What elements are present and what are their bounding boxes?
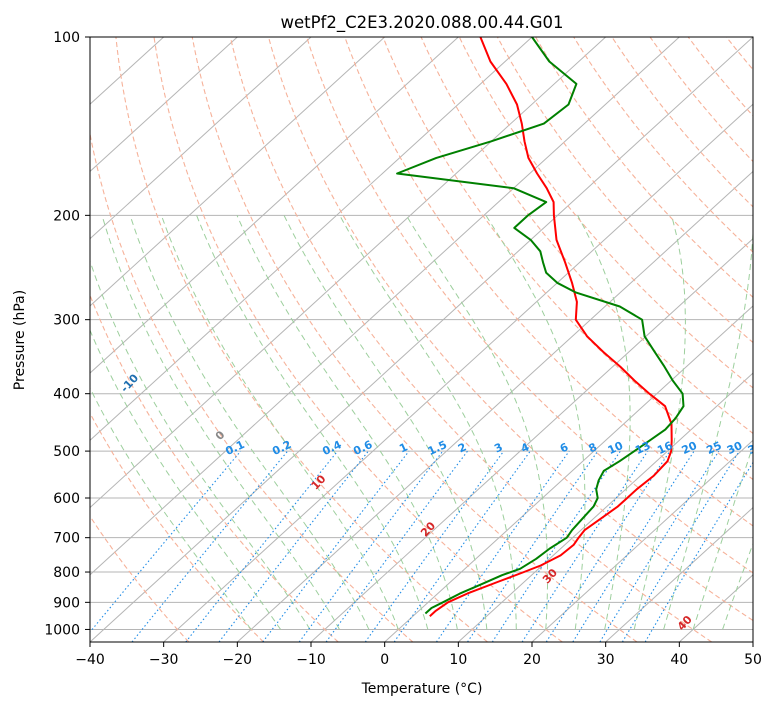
x-tick-label: 20 <box>523 652 541 668</box>
y-axis-label: Pressure (hPa) <box>12 290 28 390</box>
y-tick-label: 100 <box>53 30 80 46</box>
y-tick-label: 700 <box>53 531 80 547</box>
y-tick-label: 400 <box>53 387 80 403</box>
x-tick-label: 0 <box>380 652 389 668</box>
x-tick-label: 50 <box>744 652 762 668</box>
y-tick-label: 800 <box>53 565 80 581</box>
x-axis-label: Temperature (°C) <box>361 681 483 697</box>
y-tick-label: 600 <box>53 491 80 507</box>
x-tick-label: −30 <box>149 652 179 668</box>
x-tick-label: 10 <box>449 652 467 668</box>
x-tick-label: −20 <box>223 652 253 668</box>
y-tick-label: 1000 <box>44 622 80 638</box>
y-tick-label: 500 <box>53 444 80 460</box>
x-tick-label: 30 <box>597 652 615 668</box>
y-tick-label: 300 <box>53 313 80 329</box>
y-tick-label: 900 <box>53 595 80 611</box>
x-tick-label: −40 <box>75 652 105 668</box>
y-tick-label: 200 <box>53 208 80 224</box>
x-tick-label: −10 <box>296 652 326 668</box>
x-tick-label: 40 <box>670 652 688 668</box>
chart-title: wetPf2_C2E3.2020.088.00.44.G01 <box>280 13 563 33</box>
